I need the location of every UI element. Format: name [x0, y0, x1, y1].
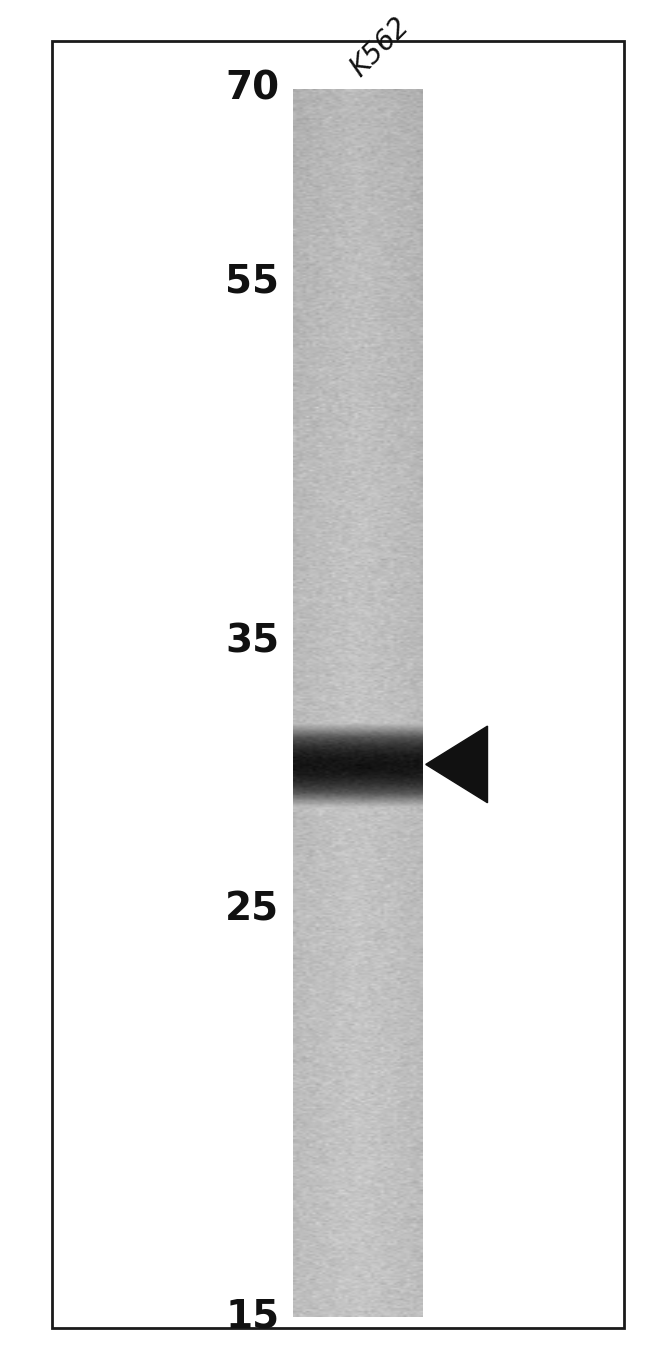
Text: 25: 25: [226, 891, 280, 928]
Text: K562: K562: [344, 12, 414, 82]
Text: 70: 70: [226, 70, 280, 108]
Polygon shape: [426, 726, 488, 802]
Bar: [52, 41, 624, 1328]
Text: 35: 35: [226, 623, 280, 660]
Text: 15: 15: [226, 1298, 280, 1336]
Text: 55: 55: [226, 263, 280, 300]
